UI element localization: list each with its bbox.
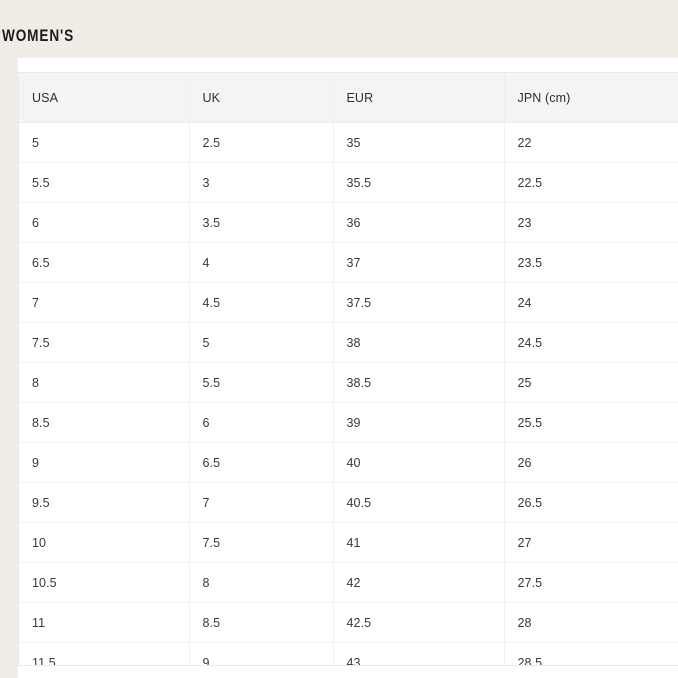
cell-jpn: 22.5 <box>504 162 678 203</box>
table-row: 7 4.5 37.5 24 <box>19 282 678 323</box>
cell-uk: 7 <box>189 482 334 523</box>
cell-usa: 6 <box>19 202 190 243</box>
cell-uk: 6.5 <box>189 442 334 483</box>
cell-jpn: 25.5 <box>504 402 678 443</box>
cell-eur: 37.5 <box>333 282 505 323</box>
cell-uk: 4.5 <box>189 282 334 323</box>
column-header-jpn: JPN (cm) <box>504 73 678 123</box>
size-conversion-table: USA UK EUR JPN (cm) 5 2.5 35 22 5.5 3 35… <box>19 73 678 665</box>
size-table-card: USA UK EUR JPN (cm) 5 2.5 35 22 5.5 3 35… <box>18 72 678 666</box>
cell-jpn: 27 <box>504 522 678 563</box>
cell-eur: 39 <box>333 402 505 443</box>
table-row: 5 2.5 35 22 <box>19 122 678 163</box>
cell-uk: 3.5 <box>189 202 334 243</box>
cell-uk: 7.5 <box>189 522 334 563</box>
page-header-band <box>0 0 678 58</box>
table-row: 9.5 7 40.5 26.5 <box>19 482 678 523</box>
cell-jpn: 27.5 <box>504 562 678 603</box>
cell-jpn: 25 <box>504 362 678 403</box>
table-body: 5 2.5 35 22 5.5 3 35.5 22.5 6 3.5 36 23 <box>19 122 678 665</box>
cell-uk: 4 <box>189 242 334 283</box>
cell-uk: 5 <box>189 322 334 363</box>
table-row: 9 6.5 40 26 <box>19 442 678 483</box>
table-header-row: USA UK EUR JPN (cm) <box>19 73 678 123</box>
cell-eur: 37 <box>333 242 505 283</box>
cell-usa: 10 <box>19 522 190 563</box>
cell-uk: 2.5 <box>189 122 334 163</box>
cell-jpn: 23 <box>504 202 678 243</box>
cell-jpn: 23.5 <box>504 242 678 283</box>
cell-eur: 38 <box>333 322 505 363</box>
cell-jpn: 28 <box>504 602 678 643</box>
cell-jpn: 28.5 <box>504 642 678 665</box>
column-header-eur: EUR <box>333 73 505 123</box>
cell-eur: 43 <box>333 642 505 665</box>
cell-eur: 35 <box>333 122 505 163</box>
cell-eur: 40 <box>333 442 505 483</box>
page-left-gutter <box>0 58 18 678</box>
table-row: 11 8.5 42.5 28 <box>19 602 678 643</box>
cell-eur: 35.5 <box>333 162 505 203</box>
cell-usa: 5.5 <box>19 162 190 203</box>
cell-uk: 8.5 <box>189 602 334 643</box>
column-header-usa: USA <box>19 73 190 123</box>
cell-usa: 8 <box>19 362 190 403</box>
table-row: 5.5 3 35.5 22.5 <box>19 162 678 203</box>
cell-usa: 7.5 <box>19 322 190 363</box>
cell-jpn: 22 <box>504 122 678 163</box>
cell-jpn: 26.5 <box>504 482 678 523</box>
cell-eur: 42 <box>333 562 505 603</box>
cell-eur: 41 <box>333 522 505 563</box>
table-row: 7.5 5 38 24.5 <box>19 322 678 363</box>
table-row: 10 7.5 41 27 <box>19 522 678 563</box>
cell-usa: 7 <box>19 282 190 323</box>
cell-eur: 42.5 <box>333 602 505 643</box>
cell-eur: 36 <box>333 202 505 243</box>
cell-usa: 9.5 <box>19 482 190 523</box>
table-row: 11.5 9 43 28.5 <box>19 642 678 665</box>
cell-usa: 9 <box>19 442 190 483</box>
cell-uk: 5.5 <box>189 362 334 403</box>
table-row: 8.5 6 39 25.5 <box>19 402 678 443</box>
table-row: 8 5.5 38.5 25 <box>19 362 678 403</box>
cell-jpn: 26 <box>504 442 678 483</box>
cell-eur: 40.5 <box>333 482 505 523</box>
cell-usa: 11 <box>19 602 190 643</box>
cell-uk: 9 <box>189 642 334 665</box>
cell-usa: 5 <box>19 122 190 163</box>
cell-usa: 10.5 <box>19 562 190 603</box>
table-header: USA UK EUR JPN (cm) <box>19 73 678 123</box>
column-header-uk: UK <box>189 73 334 123</box>
cell-usa: 8.5 <box>19 402 190 443</box>
cell-usa: 11.5 <box>19 642 190 665</box>
cell-uk: 3 <box>189 162 334 203</box>
page-title: WOMEN'S <box>2 26 75 45</box>
table-row: 6 3.5 36 23 <box>19 202 678 243</box>
cell-uk: 6 <box>189 402 334 443</box>
cell-usa: 6.5 <box>19 242 190 283</box>
cell-uk: 8 <box>189 562 334 603</box>
cell-jpn: 24 <box>504 282 678 323</box>
table-row: 6.5 4 37 23.5 <box>19 242 678 283</box>
cell-jpn: 24.5 <box>504 322 678 363</box>
table-row: 10.5 8 42 27.5 <box>19 562 678 603</box>
cell-eur: 38.5 <box>333 362 505 403</box>
